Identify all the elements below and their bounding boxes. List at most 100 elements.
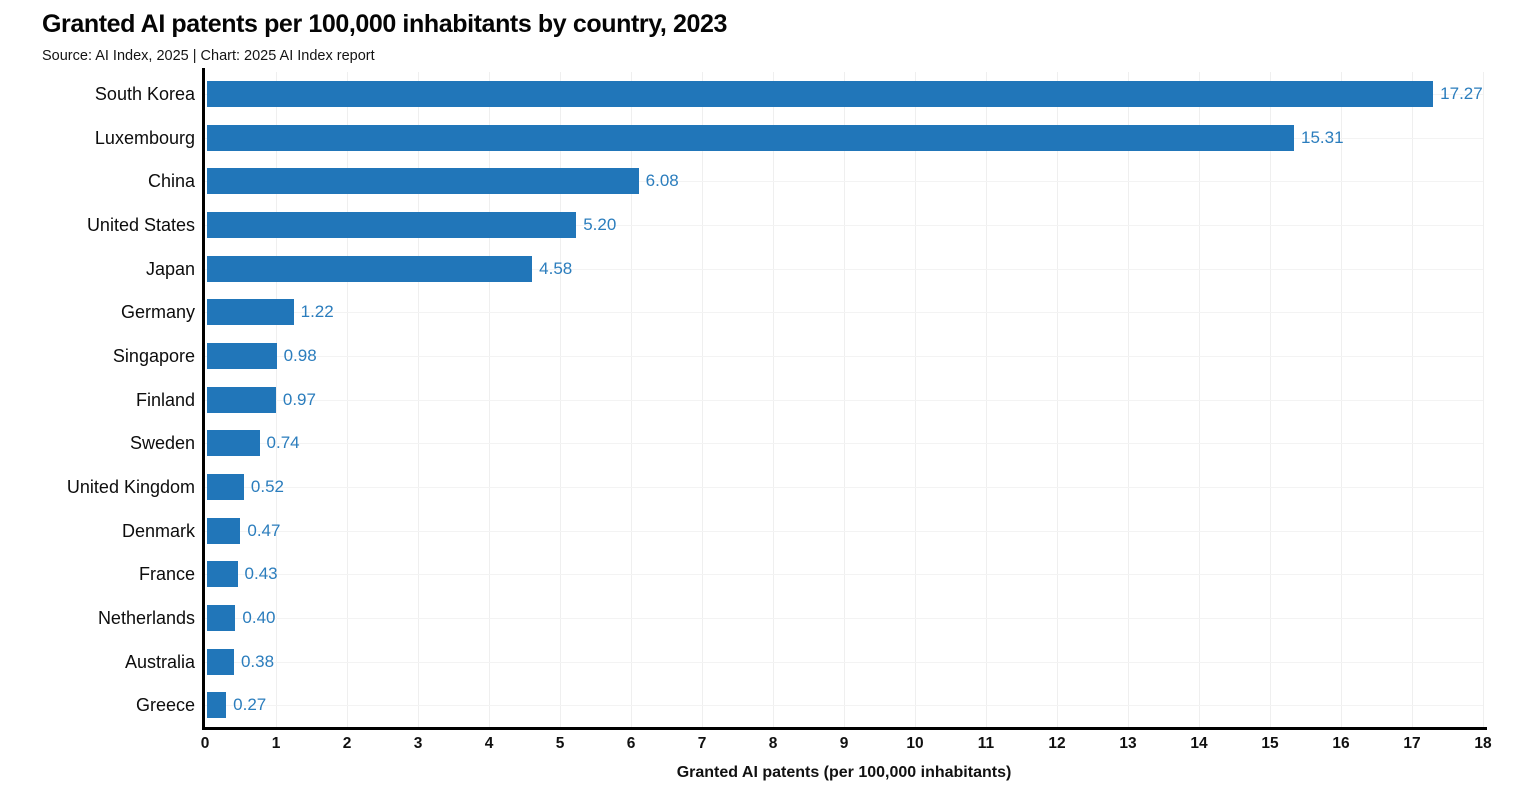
x-tick-label: 13	[1119, 735, 1137, 752]
bar-value-label: 0.52	[250, 476, 284, 496]
country-label: Japan	[145, 258, 195, 279]
bar-row: Germany 1.22	[121, 299, 1483, 326]
bar-value-label: 0.38	[240, 651, 275, 671]
x-tick-label: 11	[977, 735, 995, 752]
x-axis-spine	[202, 727, 1487, 730]
country-label: Germany	[120, 302, 195, 323]
country-label: South Korea	[94, 83, 195, 104]
bar	[207, 342, 277, 369]
bar-row: Denmark 0.47	[122, 517, 1483, 544]
country-label: United Kingdom	[66, 476, 195, 497]
bar-value-label: 0.40	[242, 607, 276, 627]
country-label: United States	[86, 214, 195, 235]
x-tick-label: 7	[697, 735, 707, 752]
horizontal-gridline	[205, 705, 1483, 707]
bar-value-label: 15.31	[1301, 127, 1344, 147]
bar-value-label: 4.58	[539, 258, 573, 278]
x-tick-label: 17	[1403, 735, 1421, 752]
plot-area: South Korea 17.27 Luxembourg 15.31 China 6.08…	[67, 68, 1492, 781]
bar-value-label: 0.97	[282, 389, 316, 409]
horizontal-gridline	[205, 661, 1483, 663]
bar	[207, 692, 227, 719]
x-tick-label: 12	[1048, 735, 1066, 752]
bar-row: Finland 0.97	[136, 386, 1483, 413]
x-tick-label: 16	[1332, 735, 1350, 752]
bar	[207, 604, 236, 631]
country-label: Netherlands	[97, 607, 195, 628]
x-tick-label: 0	[200, 735, 210, 752]
bar-row: Greece 0.27	[136, 692, 1483, 719]
x-tick-label: 15	[1261, 735, 1279, 752]
y-axis-spine	[202, 68, 205, 730]
horizontal-gridline	[205, 268, 1483, 270]
country-label: Luxembourg	[94, 127, 195, 148]
horizontal-gridline	[205, 355, 1483, 357]
x-tick-label: 1	[271, 735, 281, 752]
x-axis-label: Granted AI patents (per 100,000 inhabita…	[676, 764, 1012, 781]
horizontal-gridline	[205, 617, 1483, 619]
chart-title: Granted AI patents per 100,000 inhabitan…	[42, 10, 727, 38]
bar	[207, 561, 238, 588]
vertical-gridline	[1483, 72, 1484, 727]
bar	[207, 430, 260, 457]
x-tick-label: 9	[839, 735, 849, 752]
x-tick-label: 8	[768, 735, 778, 752]
bar-row: Australia 0.38	[125, 648, 1483, 675]
bar-value-label: 0.27	[233, 695, 267, 715]
x-tick-label: 14	[1190, 735, 1208, 752]
bar-row: Sweden 0.74	[130, 430, 1483, 457]
horizontal-gridline	[205, 530, 1483, 532]
horizontal-gridline	[205, 224, 1483, 226]
horizontal-gridline	[205, 574, 1483, 576]
x-tick-label: 4	[484, 735, 494, 752]
bar	[207, 211, 577, 238]
bar	[207, 80, 1434, 107]
horizontal-gridline	[205, 443, 1483, 445]
country-label: Greece	[135, 695, 195, 716]
bar-row: United States 5.20	[87, 211, 1483, 238]
bar-value-label: 17.27	[1440, 83, 1483, 103]
bar-value-label: 0.47	[247, 520, 281, 540]
bar-row: Luxembourg 15.31	[95, 124, 1483, 151]
x-tick-label: 6	[626, 735, 636, 752]
country-label: China	[147, 171, 195, 192]
bar-value-label: 5.20	[583, 214, 617, 234]
horizontal-gridline	[205, 312, 1483, 314]
bar	[207, 255, 533, 282]
country-label: Australia	[124, 651, 195, 672]
x-tick-label: 10	[906, 735, 924, 752]
bar-value-label: 1.22	[300, 302, 334, 322]
country-label: Singapore	[112, 345, 195, 366]
x-tick-label: 3	[413, 735, 423, 752]
bar-row: China 6.08	[148, 168, 1483, 195]
bar	[207, 517, 241, 544]
bar-row: South Korea 17.27	[95, 80, 1483, 107]
bar	[207, 124, 1294, 151]
x-tick-label: 5	[555, 735, 565, 752]
horizontal-gridline	[205, 181, 1483, 183]
bar-value-label: 0.74	[266, 433, 300, 453]
bar	[207, 299, 294, 326]
bar	[207, 648, 234, 675]
bar-row: Japan 4.58	[146, 255, 1483, 282]
x-tick-label: 18	[1474, 735, 1492, 752]
horizontal-gridline	[205, 486, 1483, 488]
bar-value-label: 6.08	[645, 171, 679, 191]
x-tick-label: 2	[342, 735, 352, 752]
horizontal-gridline	[205, 399, 1483, 401]
bar-row: France 0.43	[139, 561, 1483, 588]
country-label: France	[138, 564, 195, 585]
bar-row: Netherlands 0.40	[98, 604, 1483, 631]
bar	[207, 168, 639, 195]
country-label: Finland	[135, 389, 195, 410]
bar-row: United Kingdom 0.52	[67, 473, 1483, 500]
bar	[207, 386, 276, 413]
bar-value-label: 0.43	[244, 564, 278, 584]
bar-row: Singapore 0.98	[113, 342, 1483, 369]
chart-subtitle: Source: AI Index, 2025 | Chart: 2025 AI …	[42, 48, 375, 64]
bar	[207, 473, 244, 500]
country-label: Denmark	[121, 520, 195, 541]
country-label: Sweden	[129, 433, 195, 454]
bar-value-label: 0.98	[283, 345, 317, 365]
